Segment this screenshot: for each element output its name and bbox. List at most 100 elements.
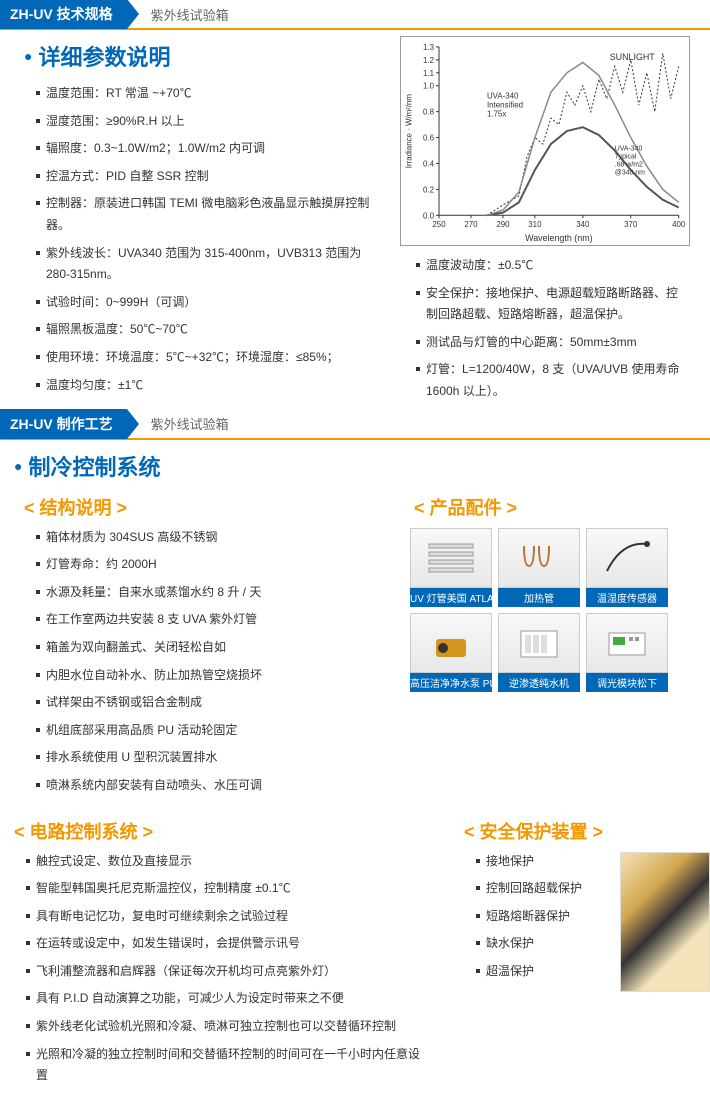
accessory-item: 高压洁净净水泵 PUMP bbox=[410, 613, 492, 692]
list-item: 控制回路超载保护 bbox=[476, 875, 596, 903]
list-item: 辐照黑板温度：50℃~70℃ bbox=[36, 316, 376, 344]
svg-text:UVA-340Intensified1.75x: UVA-340Intensified1.75x bbox=[487, 92, 523, 119]
list-item: 湿度范围：≥90%R.H 以上 bbox=[36, 108, 376, 136]
accessory-label: 高压洁净净水泵 PUMP bbox=[410, 673, 492, 692]
list-item: 短路熔断器保护 bbox=[476, 903, 596, 931]
specs-two-col: 详细参数说明 温度范围：RT 常温 ~+70℃湿度范围：≥90%R.H 以上辐照… bbox=[0, 30, 710, 410]
spectrum-chart: 0.00.20.40.60.81.01.11.21.32502702903103… bbox=[400, 36, 690, 246]
accessory-item: 加热管 bbox=[498, 528, 580, 607]
svg-text:1.3: 1.3 bbox=[423, 43, 435, 52]
accessory-item: 逆渗透纯水机 bbox=[498, 613, 580, 692]
svg-text:0.2: 0.2 bbox=[423, 185, 434, 194]
list-item: 辐照度：0.3~1.0W/m2；1.0W/m2 内可调 bbox=[36, 135, 376, 163]
svg-text:UVA-340Typical.68 w/m2@340 nm: UVA-340Typical.68 w/m2@340 nm bbox=[615, 146, 645, 177]
svg-text:0.0: 0.0 bbox=[423, 211, 435, 220]
heading-cooling: 制冷控制系统 bbox=[0, 440, 710, 490]
list-item: 触控式设定、数位及直接显示 bbox=[26, 848, 426, 876]
list-item: 内胆水位自动补水、防止加热管空烧损坏 bbox=[36, 662, 376, 690]
svg-text:340: 340 bbox=[576, 220, 590, 229]
accessory-image bbox=[586, 613, 668, 673]
struct-col: < 结构说明 > 箱体材质为 304SUS 高级不锈钢灯管寿命：约 2000H水… bbox=[10, 490, 390, 804]
list-item: 接地保护 bbox=[476, 848, 596, 876]
list-item: 智能型韩国奥托尼克斯温控仪，控制精度 ±0.1℃ bbox=[26, 875, 426, 903]
svg-text:SUNLIGHT: SUNLIGHT bbox=[610, 52, 656, 62]
list-item: 光照和冷凝的独立控制时间和交替循环控制的时间可在一千小时内任意设置 bbox=[26, 1041, 426, 1090]
chart-svg: 0.00.20.40.60.81.01.11.21.32502702903103… bbox=[401, 37, 689, 245]
svg-text:Irradiance · W/m²/nm: Irradiance · W/m²/nm bbox=[404, 94, 413, 169]
list-item: 安全保护：接地保护、电源超载短路断路器、控制回路超载、短路熔断器，超温保护。 bbox=[416, 280, 686, 329]
section-title-process: ZH-UV 制作工艺 bbox=[0, 409, 127, 439]
svg-text:0.4: 0.4 bbox=[423, 159, 435, 168]
accessory-image bbox=[410, 613, 492, 673]
section-subtitle-specs: 紫外线试验箱 bbox=[151, 5, 229, 24]
accessory-item: 温湿度传感器 bbox=[586, 528, 668, 607]
list-item: 缺水保护 bbox=[476, 930, 596, 958]
list-item: 温度波动度：±0.5℃ bbox=[416, 252, 686, 280]
list-item: 紫外线老化试验机光照和冷凝、喷淋可独立控制也可以交替循环控制 bbox=[26, 1013, 426, 1041]
accessory-image bbox=[498, 528, 580, 588]
specs-left-col: 详细参数说明 温度范围：RT 常温 ~+70℃湿度范围：≥90%R.H 以上辐照… bbox=[10, 30, 390, 410]
heading-accessories: < 产品配件 > bbox=[400, 490, 700, 524]
list-item: 灯管寿命：约 2000H bbox=[36, 551, 376, 579]
heading-safety: < 安全保护装置 > bbox=[450, 814, 710, 848]
heading-structure: < 结构说明 > bbox=[10, 490, 390, 524]
accessory-image bbox=[586, 528, 668, 588]
list-item: 排水系统使用 U 型积沉装置排水 bbox=[36, 744, 376, 772]
specs-right-col: 0.00.20.40.60.81.01.11.21.32502702903103… bbox=[400, 30, 700, 410]
safety-device-image bbox=[620, 852, 710, 992]
accessory-label: 调光模块松下 bbox=[586, 673, 668, 692]
process-two-col: < 结构说明 > 箱体材质为 304SUS 高级不锈钢灯管寿命：约 2000H水… bbox=[0, 490, 710, 804]
svg-text:250: 250 bbox=[432, 220, 446, 229]
svg-text:270: 270 bbox=[464, 220, 478, 229]
list-item: 控制器：原装进口韩国 TEMI 微电脑彩色液晶显示触摸屏控制器。 bbox=[36, 190, 376, 239]
accessory-item: 调光模块松下 bbox=[586, 613, 668, 692]
accessory-label: 加热管 bbox=[498, 588, 580, 607]
heading-details: 详细参数说明 bbox=[10, 30, 390, 80]
list-item: 喷淋系统内部安装有自动喷头、水压可调 bbox=[36, 772, 376, 800]
list-item: 箱体材质为 304SUS 高级不锈钢 bbox=[36, 524, 376, 552]
list-item: 箱盖为双向翻盖式、关闭轻松自如 bbox=[36, 634, 376, 662]
list-item: 测试品与灯管的中心距离：50mm±3mm bbox=[416, 329, 686, 357]
accessory-image bbox=[498, 613, 580, 673]
list-item: 灯管：L=1200/40W，8 支（UVA/UVB 使用寿命 1600h 以上）… bbox=[416, 356, 686, 405]
section-subtitle-process: 紫外线试验箱 bbox=[151, 414, 229, 433]
accessory-label: 逆渗透纯水机 bbox=[498, 673, 580, 692]
list-item: 水源及耗量：自来水或蒸馏水约 8 升 / 天 bbox=[36, 579, 376, 607]
section-bar-process: ZH-UV 制作工艺 紫外线试验箱 bbox=[0, 410, 710, 440]
accessory-item: UV 灯管美国 ATLAS bbox=[410, 528, 492, 607]
section-title-specs: ZH-UV 技术规格 bbox=[0, 0, 127, 29]
safety-col: < 安全保护装置 > 接地保护控制回路超载保护短路熔断器保护缺水保护超温保护 bbox=[450, 814, 710, 1094]
acc-col: < 产品配件 > UV 灯管美国 ATLAS 加热管温湿度传感器高压洁净净水泵 P… bbox=[400, 490, 700, 804]
list-item: 在运转或设定中，如发生错误时，会提供警示讯号 bbox=[26, 930, 426, 958]
list-item: 控温方式：PID 自整 SSR 控制 bbox=[36, 163, 376, 191]
accessories-grid: UV 灯管美国 ATLAS 加热管温湿度传感器高压洁净净水泵 PUMP 逆渗透纯水机… bbox=[400, 524, 700, 696]
svg-text:1.2: 1.2 bbox=[423, 56, 434, 65]
list-item: 具有断电记忆功，复电时可继续剩余之试验过程 bbox=[26, 903, 426, 931]
list-item: 在工作室两边共安装 8 支 UVA 紫外灯管 bbox=[36, 606, 376, 634]
circuit-list: 触控式设定、数位及直接显示智能型韩国奥托尼克斯温控仪，控制精度 ±0.1℃具有断… bbox=[0, 848, 440, 1094]
params-list: 温度范围：RT 常温 ~+70℃湿度范围：≥90%R.H 以上辐照度：0.3~1… bbox=[10, 80, 390, 403]
safety-wrap: 接地保护控制回路超载保护短路熔断器保护缺水保护超温保护 bbox=[450, 848, 710, 992]
list-item: 温度均匀度：±1℃ bbox=[36, 372, 376, 400]
svg-text:370: 370 bbox=[624, 220, 638, 229]
svg-text:1.1: 1.1 bbox=[423, 69, 435, 78]
list-item: 紫外线波长：UVA340 范围为 315-400nm，UVB313 范围为 28… bbox=[36, 240, 376, 289]
section-bar-specs: ZH-UV 技术规格 紫外线试验箱 bbox=[0, 0, 710, 30]
list-item: 机组底部采用高品质 PU 活动轮固定 bbox=[36, 717, 376, 745]
list-item: 具有 P.I.D 自动演算之功能，可减少人为设定时带来之不便 bbox=[26, 985, 426, 1013]
list-item: 试样架由不锈钢或铝合金制成 bbox=[36, 689, 376, 717]
list-item: 飞利浦整流器和启辉器（保证每次开机均可点亮紫外灯） bbox=[26, 958, 426, 986]
safety-list: 接地保护控制回路超载保护短路熔断器保护缺水保护超温保护 bbox=[450, 848, 610, 992]
svg-text:290: 290 bbox=[496, 220, 510, 229]
circuit-col: < 电路控制系统 > 触控式设定、数位及直接显示智能型韩国奥托尼克斯温控仪，控制… bbox=[0, 814, 440, 1094]
svg-text:1.0: 1.0 bbox=[423, 82, 435, 91]
bottom-row: < 电路控制系统 > 触控式设定、数位及直接显示智能型韩国奥托尼克斯温控仪，控制… bbox=[0, 804, 710, 1094]
list-item: 使用环境：环境温度：5℃~+32℃；环境湿度：≤85%； bbox=[36, 344, 376, 372]
list-item: 试验时间：0~999H（可调） bbox=[36, 289, 376, 317]
heading-circuit: < 电路控制系统 > bbox=[0, 814, 440, 848]
list-item: 温度范围：RT 常温 ~+70℃ bbox=[36, 80, 376, 108]
svg-text:400: 400 bbox=[672, 220, 686, 229]
right-params-list: 温度波动度：±0.5℃安全保护：接地保护、电源超载短路断路器、控制回路超载、短路… bbox=[400, 252, 700, 410]
accessory-label: 温湿度传感器 bbox=[586, 588, 668, 607]
svg-text:0.6: 0.6 bbox=[423, 134, 435, 143]
